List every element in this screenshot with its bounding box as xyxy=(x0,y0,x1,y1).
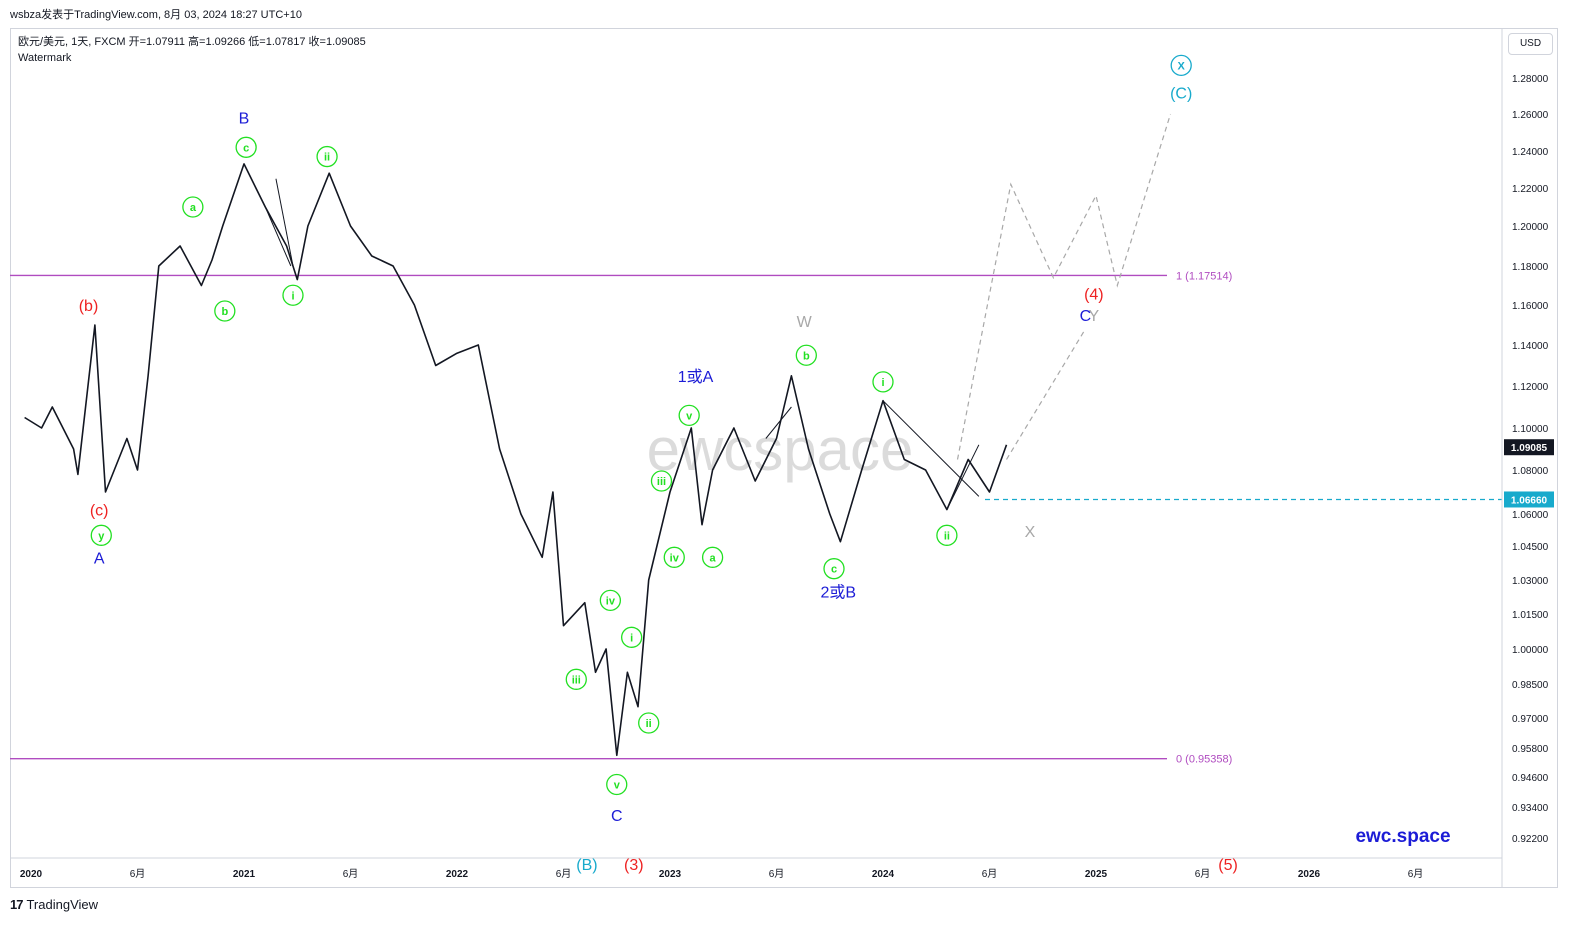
publish-info: wsbza发表于TradingView.com, 8月 03, 2024 18:… xyxy=(10,9,302,21)
footer: 17 TradingView xyxy=(10,897,98,912)
symbol-legend: 欧元/美元, 1天, FXCM 开=1.07911 高=1.09266 低=1.… xyxy=(18,34,366,66)
tradingview-logo-icon[interactable]: 17 xyxy=(10,897,24,912)
currency-button[interactable]: USD xyxy=(1508,33,1553,55)
symbol-ohlc-line[interactable]: 欧元/美元, 1天, FXCM 开=1.07911 高=1.09266 低=1.… xyxy=(18,36,366,48)
watermark-indicator-label[interactable]: Watermark xyxy=(18,52,72,64)
chart-frame[interactable] xyxy=(10,28,1558,888)
footer-brand[interactable]: TradingView xyxy=(26,897,99,912)
